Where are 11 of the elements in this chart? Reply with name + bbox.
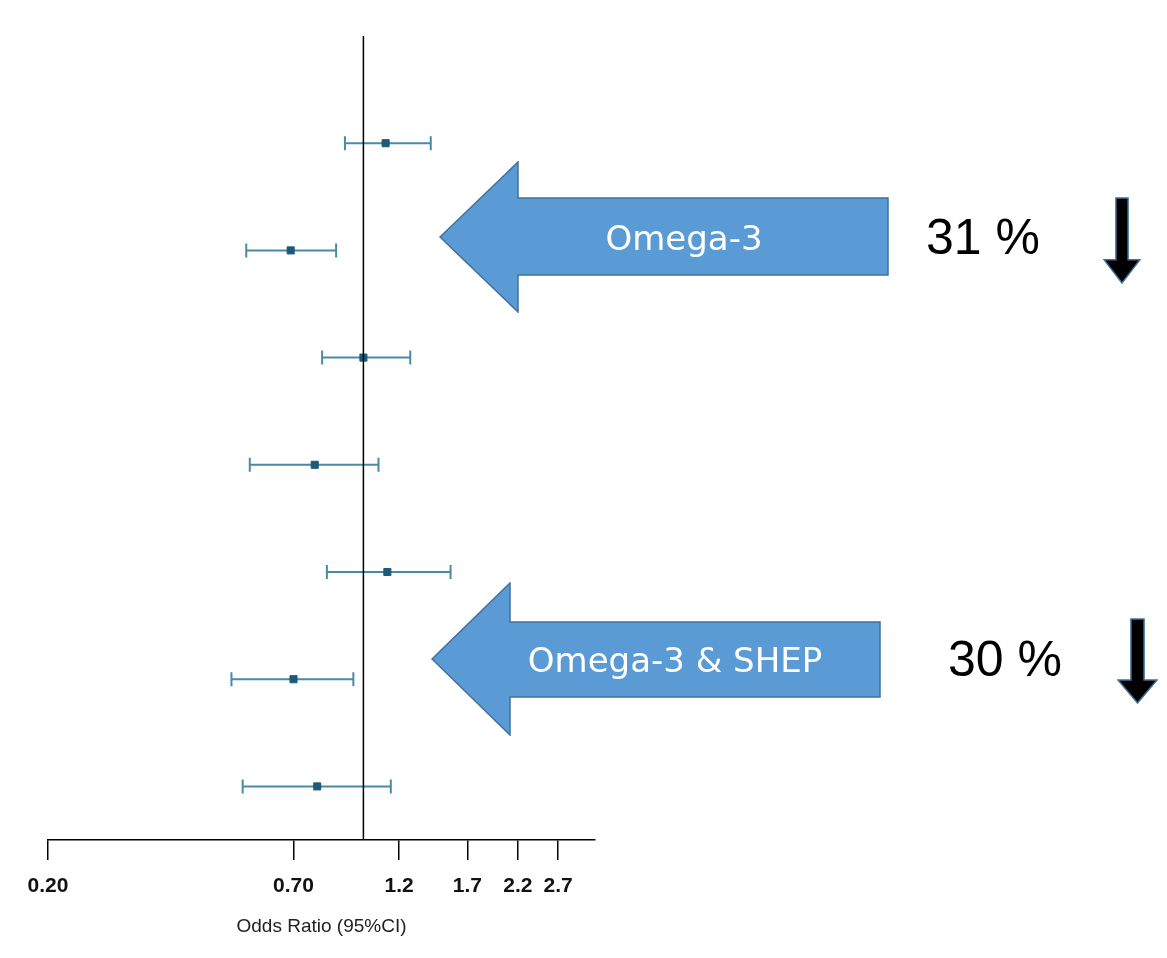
x-tick-label: 1.2 [384, 873, 414, 897]
x-tick-label: 0.70 [273, 873, 314, 897]
text: 30 % [948, 630, 1062, 688]
x-tick-label: 2.2 [503, 873, 533, 897]
x-tick-label: 2.7 [543, 873, 573, 897]
text: Omega-3 [605, 218, 763, 258]
x-tick-label: 1.7 [452, 873, 482, 897]
annotation: Omega-3 & SHEP [527, 640, 823, 680]
x-tick-label: 0.20 [27, 873, 69, 897]
x-axis-title: Odds Ratio (95%CI) [236, 914, 407, 936]
text: 31 % [926, 208, 1040, 266]
